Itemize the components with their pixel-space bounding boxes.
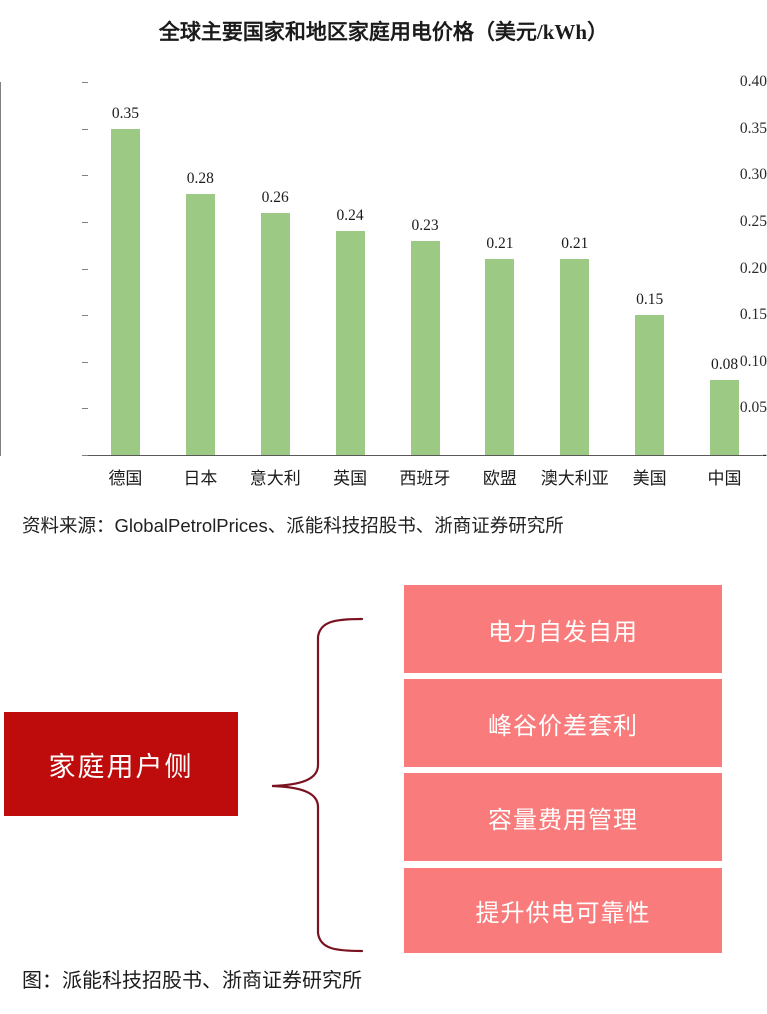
bar-value-label: 0.23 <box>411 216 439 234</box>
y-axis-tick-label: 0.20 <box>739 259 767 277</box>
y-axis-tick-mark <box>82 128 88 130</box>
x-axis-category-label: 澳大利亚 <box>540 469 609 488</box>
bar-value-label: 0.15 <box>636 291 664 309</box>
diagram-source-note: 图：派能科技招股书、浙商证券研究所 <box>22 970 362 992</box>
bar-value-label: 0.26 <box>261 188 289 206</box>
x-axis-line <box>88 455 762 456</box>
y-axis-tick-mark <box>82 361 88 363</box>
x-axis-category-label: 中国 <box>707 469 742 488</box>
y-axis-line <box>0 82 1 456</box>
y-axis-tick-mark <box>82 315 88 317</box>
diagram-leaf-node[interactable]: 峰谷价差套利 <box>404 679 722 767</box>
bar <box>710 380 740 455</box>
household-user-side-diagram: 家庭用户侧 电力自发自用 峰谷价差套利 容量费用管理 提升供电可靠性 图：派能科技招股… <box>0 560 767 1014</box>
plot-area: 0.35 0.28 0.26 0.24 0.23 0.21 0.21 0.15 0.08 <box>88 82 762 455</box>
y-axis-tick-label: 0.25 <box>739 212 767 230</box>
diagram-leaf-node[interactable]: 提升供电可靠性 <box>404 868 722 953</box>
y-axis-tick-label: 0.35 <box>739 119 767 137</box>
diagram-root-label: 家庭用户侧 <box>48 751 194 782</box>
bar <box>110 128 140 455</box>
y-axis-tick-mark <box>82 408 88 410</box>
bar-value-label: 0.08 <box>710 356 739 374</box>
y-axis-tick-label: - <box>761 446 767 463</box>
x-axis-category-label: 意大利 <box>249 469 301 488</box>
x-axis-category-label: 德国 <box>108 469 143 488</box>
y-axis-tick-mark <box>82 82 88 83</box>
bar <box>635 315 665 455</box>
diagram-leaf-label: 电力自发自用 <box>488 618 638 646</box>
bar-value-label: 0.21 <box>561 235 589 253</box>
bar <box>335 231 365 455</box>
bar <box>260 212 290 455</box>
bar <box>485 259 515 455</box>
y-axis-tick-label: 0.30 <box>739 166 767 184</box>
x-axis-category-label: 日本 <box>183 469 218 488</box>
y-axis-tick-label: 0.15 <box>739 306 767 324</box>
y-axis-tick-mark <box>82 455 88 456</box>
diagram-leaf-node[interactable]: 电力自发自用 <box>404 585 722 673</box>
bar-value-label: 0.35 <box>111 104 139 122</box>
bar <box>185 193 215 455</box>
diagram-leaf-label: 提升供电可靠性 <box>475 900 651 927</box>
chart-source-note: 资料来源：GlobalPetrolPrices、派能科技招股书、浙商证券研究所 <box>22 515 564 536</box>
y-axis-tick-mark <box>82 175 88 177</box>
diagram-root-node[interactable]: 家庭用户侧 <box>4 712 238 816</box>
x-axis-category-label: 西班牙 <box>399 469 451 488</box>
y-axis-tick-label: 0.05 <box>739 399 767 417</box>
curly-brace-icon <box>271 617 364 953</box>
y-axis-tick-mark <box>82 268 88 270</box>
x-axis-category-label: 欧盟 <box>482 469 517 488</box>
electricity-price-chart: 全球主要国家和地区家庭用电价格（美元/kWh） 0.40 0.35 0.30 0.25… <box>0 20 767 536</box>
bar <box>560 259 590 455</box>
diagram-leaf-label: 峰谷价差套利 <box>488 712 638 740</box>
diagram-leaf-label: 容量费用管理 <box>488 806 638 834</box>
y-axis-tick-label: 0.10 <box>739 352 767 370</box>
bar-value-label: 0.24 <box>336 207 364 225</box>
x-axis-category-label: 美国 <box>632 469 667 488</box>
diagram-leaf-node[interactable]: 容量费用管理 <box>404 773 722 861</box>
y-axis-tick-label: 0.40 <box>739 73 767 90</box>
bar-value-label: 0.28 <box>186 169 214 187</box>
bar-value-label: 0.21 <box>486 235 514 253</box>
bar <box>410 240 440 455</box>
x-axis-category-label: 英国 <box>333 469 368 488</box>
y-axis-tick-mark <box>82 221 88 223</box>
chart-title: 全球主要国家和地区家庭用电价格（美元/kWh） <box>158 20 609 44</box>
